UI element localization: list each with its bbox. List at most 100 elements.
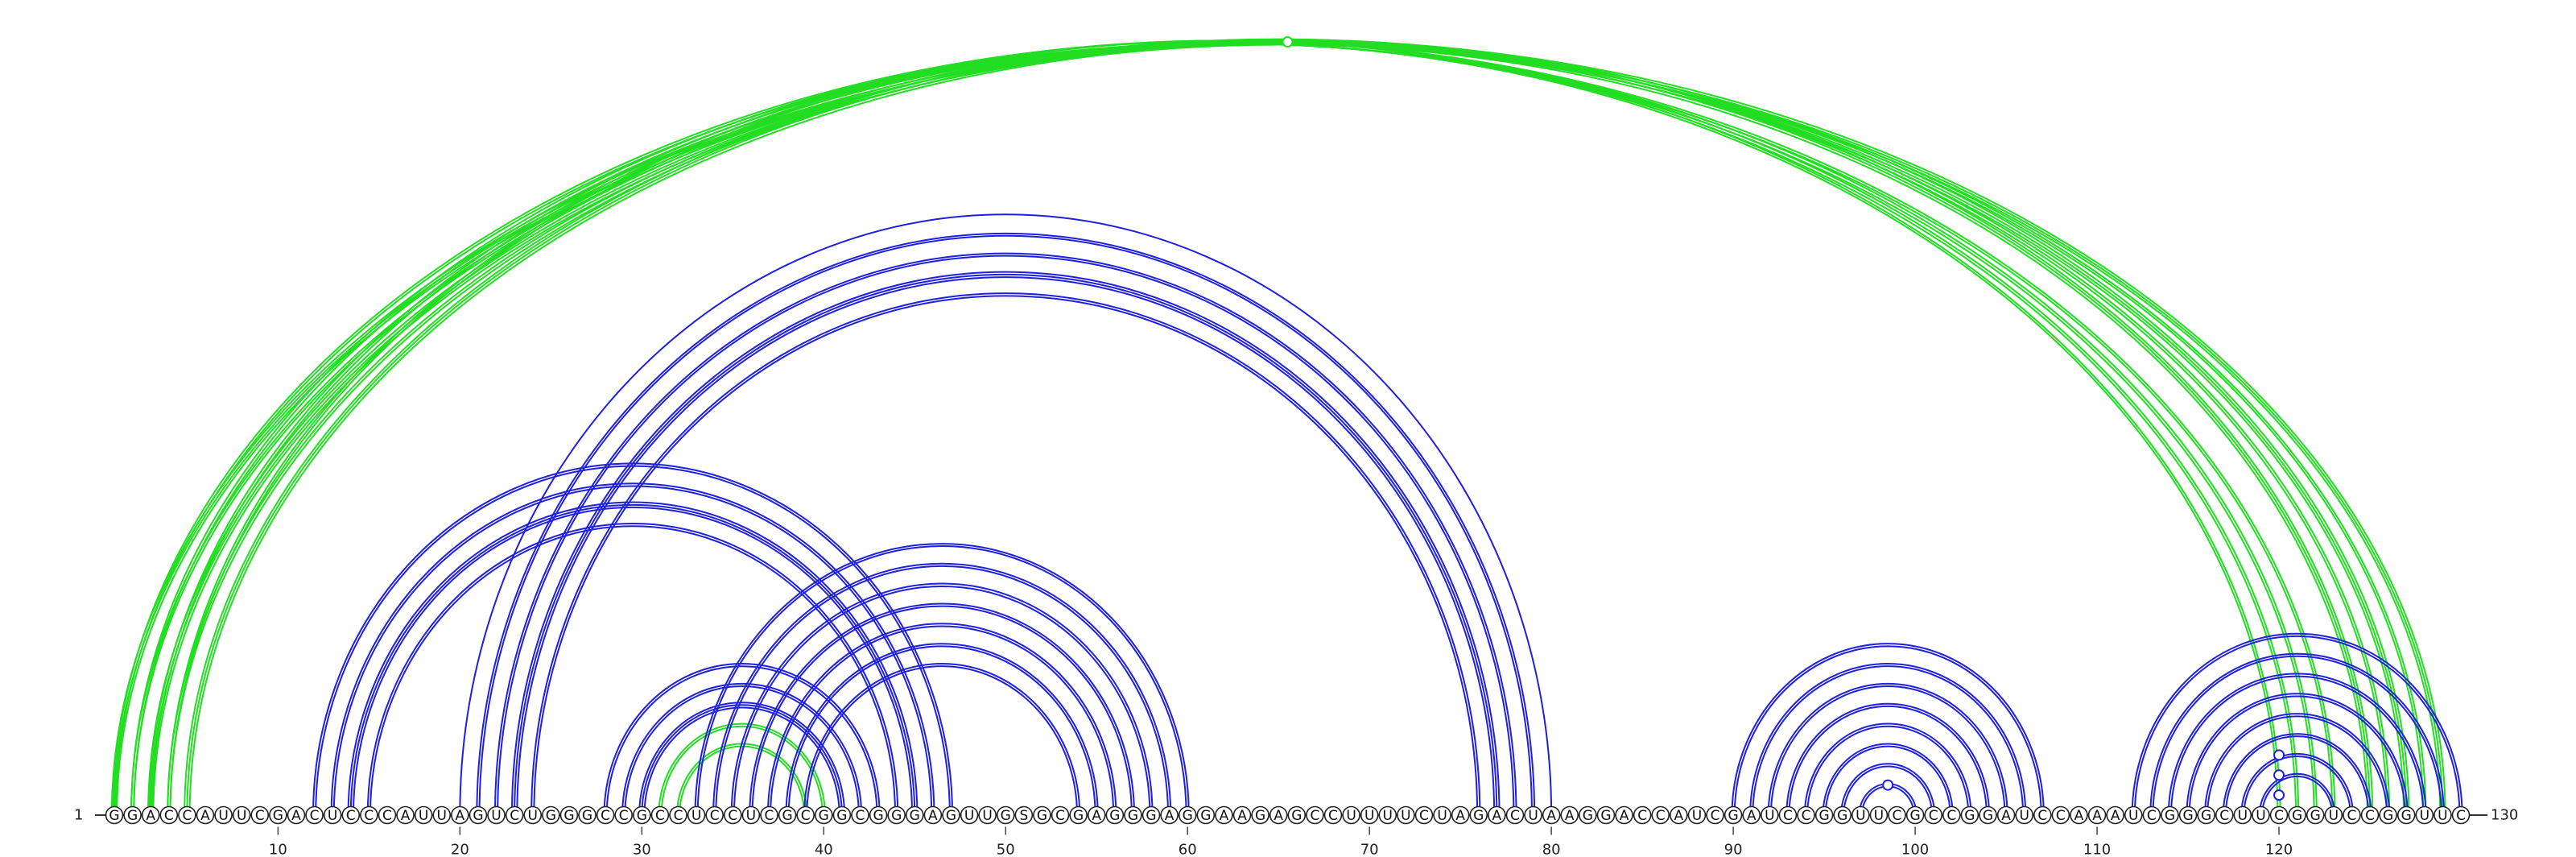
nucleotide: U <box>214 805 233 825</box>
nucleotide-letter: C <box>164 808 174 824</box>
nucleotide-circle <box>1451 805 1470 825</box>
nucleotide: A <box>2087 805 2107 825</box>
nucleotide-circle <box>1306 805 1324 825</box>
nucleotide-letter: A <box>1237 808 1247 824</box>
nucleotide-circle <box>123 805 142 825</box>
base-pair-arc <box>1822 743 1954 816</box>
nucleotide-circle <box>596 805 615 825</box>
nucleotide-circle <box>1833 805 1852 825</box>
nucleotide: U <box>2015 805 2033 825</box>
nucleotide: G <box>869 805 888 825</box>
nucleotide: A <box>1215 805 1233 825</box>
base-pair-arc <box>605 665 878 816</box>
nucleotide-circle <box>1378 805 1397 825</box>
nucleotide-circle <box>869 805 888 825</box>
nucleotide: U <box>1524 805 1542 825</box>
nucleotide: G <box>2288 805 2306 825</box>
tick-label: 60 <box>1179 842 1197 857</box>
nucleotide-letter: U <box>2420 808 2429 824</box>
nucleotide-circle <box>1033 805 1051 825</box>
nucleotide: C <box>2451 805 2471 825</box>
nucleotide: A <box>1542 805 1561 825</box>
nucleotide-circle <box>1251 805 1269 825</box>
nucleotide: C <box>250 805 270 825</box>
nucleotide: A <box>1160 805 1179 825</box>
arc-apex-marker <box>1882 779 1894 791</box>
nucleotide: A <box>1087 805 1106 825</box>
tick-label: 40 <box>815 842 833 857</box>
nucleotide-letter: G <box>1109 808 1120 824</box>
nucleotide-letter: G <box>2182 808 2193 824</box>
nucleotide-circle <box>905 805 924 825</box>
base-pair-arc <box>643 706 840 816</box>
nucleotide: U <box>2324 805 2343 825</box>
nucleotide-letter: G <box>1200 808 1211 824</box>
nucleotide-letter: A <box>1492 808 1502 824</box>
nucleotide-circle <box>2306 805 2325 825</box>
nucleotide: U <box>1397 805 1415 825</box>
nucleotide: U <box>414 805 433 825</box>
nucleotide: C <box>723 805 742 825</box>
nucleotide-letter: G <box>782 808 792 824</box>
base-pair-arc <box>2167 673 2427 816</box>
nucleotide: G <box>814 805 833 825</box>
nucleotide-letter: G <box>2383 808 2393 824</box>
nucleotide-circle <box>2233 805 2252 825</box>
nucleotide-letter: C <box>1328 808 1338 824</box>
nucleotide-circle <box>2015 805 2033 825</box>
nucleotide-circle <box>1687 805 1707 825</box>
base-pair-arc <box>803 662 1081 816</box>
nucleotide: U <box>741 805 761 825</box>
nucleotide-letter: C <box>2274 808 2284 824</box>
base-pair-arc <box>493 253 1517 816</box>
nucleotide: C <box>159 805 179 825</box>
nucleotide: G <box>123 805 142 825</box>
nucleotide-circle <box>2124 805 2143 825</box>
base-pair-arc <box>315 465 951 816</box>
nucleotide: G <box>1251 805 1269 825</box>
nucleotide-letter: C <box>310 808 320 824</box>
nucleotide-circle <box>1560 805 1579 825</box>
nucleotide-letter: C <box>182 808 192 824</box>
nucleotide-letter: G <box>1001 808 1011 824</box>
nucleotide-circle <box>796 805 815 825</box>
nucleotide-letter: G <box>1728 808 1739 824</box>
nucleotide-letter: A <box>1620 808 1629 824</box>
nucleotide-letter: U <box>1874 808 1884 824</box>
nucleotide-letter: U <box>2256 808 2265 824</box>
nucleotide-circle <box>851 805 869 825</box>
nucleotide-letter: A <box>1565 808 1575 824</box>
nucleotide-letter: G <box>564 808 574 824</box>
nucleotide-letter: G <box>1600 808 1611 824</box>
nucleotide-circle <box>2033 805 2052 825</box>
nucleotide-letter: C <box>346 808 356 824</box>
base-pair-arc <box>733 586 1151 816</box>
nucleotide: U <box>960 805 979 825</box>
nucleotide: U <box>1852 805 1870 825</box>
nucleotide-circle <box>1342 805 1360 825</box>
base-pair-arc <box>517 277 1494 815</box>
base-pair-arc <box>167 40 2281 816</box>
nucleotide-letter: G <box>1255 808 1265 824</box>
nucleotide: A <box>1615 805 1633 825</box>
base-pair-arc <box>497 255 1515 816</box>
base-pair-arc <box>459 213 1553 816</box>
nucleotide-letter: G <box>1146 808 1156 824</box>
nucleotide-circle <box>1852 805 1870 825</box>
nucleotide: A <box>1670 805 1688 825</box>
nucleotide: G <box>778 805 797 825</box>
nucleotide: A <box>2106 805 2124 825</box>
nucleotide: C <box>1924 805 1942 825</box>
nucleotide-circle <box>1960 805 1979 825</box>
nucleotide: C <box>2343 805 2361 825</box>
tick-label: 30 <box>633 842 651 857</box>
nucleotide-letter: G <box>546 808 556 824</box>
nucleotide-circle <box>1069 805 1088 825</box>
nucleotide-letter: G <box>910 808 920 824</box>
nucleotide-circle <box>487 805 506 825</box>
base-pair-arc <box>114 41 2444 816</box>
nucleotide-circle <box>1706 805 1724 825</box>
nucleotide-circle <box>2197 805 2215 825</box>
nucleotide-letter: G <box>109 808 119 824</box>
nucleotide: G <box>2178 805 2198 825</box>
